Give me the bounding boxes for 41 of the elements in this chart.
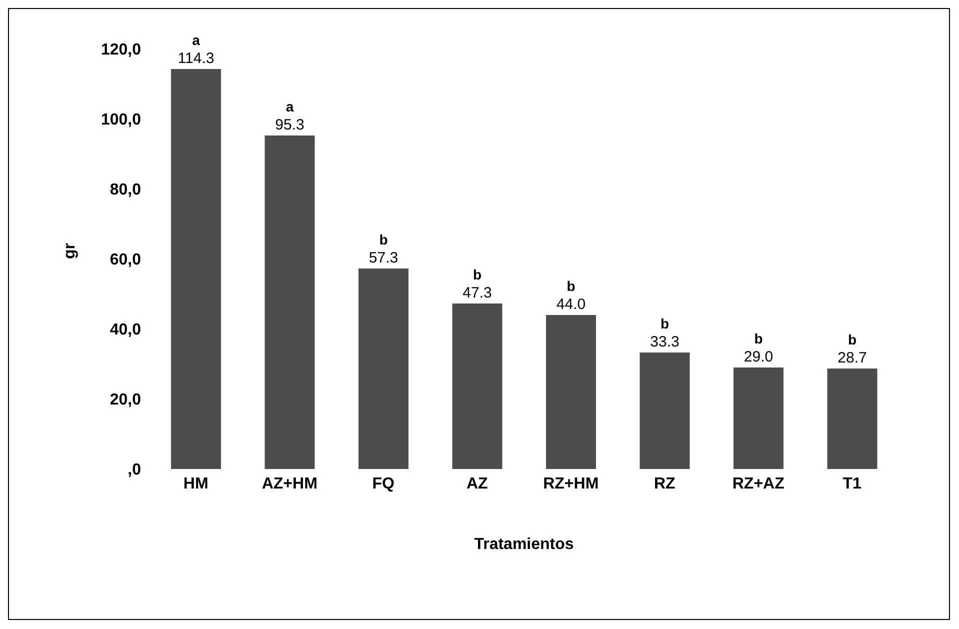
bar xyxy=(171,68,221,469)
x-tick-label: AZ xyxy=(466,475,488,492)
y-tick-label: 120,0 xyxy=(100,42,142,59)
x-tick-label: RZ xyxy=(654,475,676,492)
bar xyxy=(452,303,502,469)
x-tick-label: AZ+HM xyxy=(262,475,318,492)
data-label: 44.0 xyxy=(556,296,586,313)
y-tick-label: 20,0 xyxy=(110,392,142,409)
data-label: 28.7 xyxy=(838,350,867,367)
x-tick-label: RZ+AZ xyxy=(732,475,785,492)
data-label: 57.3 xyxy=(368,249,398,266)
data-label: 47.3 xyxy=(462,284,492,302)
data-label: 95.3 xyxy=(275,116,304,134)
y-tick-label: 100,0 xyxy=(100,112,142,129)
data-label: 33.3 xyxy=(650,333,680,350)
y-tick-label: 40,0 xyxy=(110,322,142,339)
annotation: b xyxy=(379,231,388,248)
y-axis-title: gr xyxy=(62,243,79,259)
annotation: b xyxy=(472,266,482,282)
annotation: b xyxy=(566,278,576,294)
bar xyxy=(358,268,408,469)
x-tick-label: T1 xyxy=(842,475,862,492)
bar xyxy=(264,135,315,469)
x-tick-label: RZ+HM xyxy=(543,475,599,492)
y-tick-label: 80,0 xyxy=(110,182,142,199)
annotation: a xyxy=(192,32,200,48)
bar xyxy=(734,368,784,469)
data-label: 29.0 xyxy=(744,348,774,366)
x-tick-label: FQ xyxy=(372,475,394,492)
y-tick-label: ,0 xyxy=(128,462,142,479)
y-tick-label: 60,0 xyxy=(110,252,142,269)
annotation: b xyxy=(754,330,763,346)
x-tick-label: HM xyxy=(183,475,208,492)
annotation: b xyxy=(660,315,670,332)
x-axis-title: Tratamientos xyxy=(474,536,574,553)
bar xyxy=(546,315,596,469)
annotation: a xyxy=(286,98,294,114)
annotation: b xyxy=(848,332,857,348)
bar xyxy=(827,368,878,469)
bar xyxy=(640,352,690,469)
data-label: 114.3 xyxy=(178,50,214,67)
